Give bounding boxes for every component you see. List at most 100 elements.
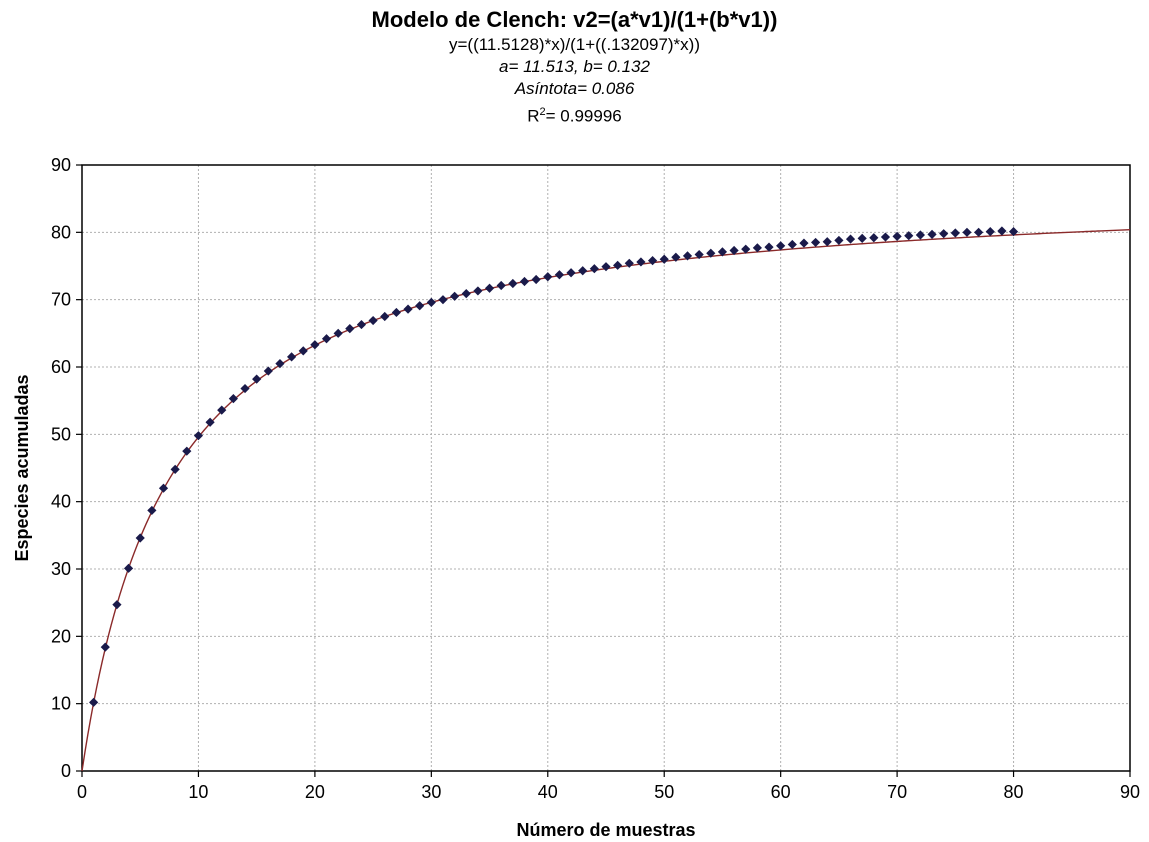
plot-frame (81, 164, 1131, 772)
data-point (682, 251, 693, 261)
data-point (123, 563, 134, 573)
y-tick-label: 90 (51, 155, 71, 175)
data-point (997, 226, 1007, 236)
x-tick-label: 60 (771, 782, 791, 802)
data-point (310, 340, 320, 350)
x-tick-label: 80 (1004, 782, 1024, 802)
data-point (985, 227, 995, 237)
data-point (962, 227, 972, 237)
data-point (811, 237, 821, 248)
data-point (927, 229, 937, 239)
chart-titles: Modelo de Clench: v2=(a*v1)/(1+(b*v1)) y… (0, 6, 1149, 129)
data-point (892, 231, 902, 241)
x-tick-label: 30 (421, 782, 441, 802)
y-axis-label: Especies acumuladas (12, 374, 32, 561)
x-tick-label: 20 (305, 782, 325, 802)
data-point (193, 431, 204, 441)
x-tick-label: 90 (1120, 782, 1140, 802)
data-point (287, 352, 297, 362)
chart-asymptote: Asíntota= 0.086 (514, 79, 635, 98)
data-point (217, 405, 227, 415)
chart-title: Modelo de Clench: v2=(a*v1)/(1+(b*v1)) (371, 7, 778, 32)
data-point (252, 374, 262, 384)
data-point (89, 697, 99, 707)
data-point (403, 304, 413, 314)
data-point (776, 241, 786, 251)
data-point (205, 417, 215, 427)
data-point (904, 231, 914, 241)
data-point (368, 315, 378, 326)
y-tick-label: 30 (51, 559, 71, 579)
data-point (345, 324, 355, 334)
data-point (415, 301, 425, 311)
data-point (496, 280, 506, 291)
fit-curve (81, 228, 1131, 772)
r2-prefix: R (527, 106, 540, 126)
y-tick-label: 0 (61, 761, 71, 781)
x-tick-label: 70 (887, 782, 907, 802)
data-point (275, 359, 285, 369)
data-point (613, 260, 623, 270)
data-point (752, 243, 762, 253)
x-axis-label: Número de muestras (516, 820, 695, 840)
data-point (240, 383, 250, 394)
data-point (543, 272, 553, 282)
y-tick-label: 70 (51, 290, 71, 310)
data-point (438, 295, 448, 305)
r2-value: = 0.99996 (545, 106, 622, 126)
data-point (764, 242, 774, 252)
data-point (135, 533, 145, 543)
grid-layer (82, 165, 1130, 771)
data-point (729, 245, 739, 256)
data-point (450, 291, 460, 301)
data-point (799, 238, 809, 248)
x-tick-label: 40 (538, 782, 558, 802)
data-point (228, 394, 238, 404)
data-point (380, 311, 390, 322)
data-point (1008, 227, 1019, 237)
data-point (508, 278, 518, 289)
data-point (822, 237, 832, 247)
data-point (706, 248, 716, 258)
y-tick-label: 50 (51, 424, 71, 444)
data-point (787, 239, 797, 250)
y-tick-label: 60 (51, 357, 71, 377)
data-point (939, 229, 949, 239)
data-point (356, 319, 367, 330)
data-point (834, 235, 844, 246)
data-point (636, 257, 646, 267)
chart-r2: R2= 0.99996 (0, 100, 1149, 129)
data-point (880, 232, 891, 242)
data-point (170, 464, 180, 474)
y-tick-label: 10 (51, 694, 71, 714)
data-point (741, 244, 751, 254)
data-point (566, 268, 576, 278)
y-tick-label: 40 (51, 492, 71, 512)
data-point (321, 334, 332, 344)
data-point (554, 270, 565, 280)
y-tick-label: 80 (51, 222, 71, 242)
data-point (473, 286, 483, 296)
data-point (694, 249, 704, 260)
data-point (519, 276, 530, 287)
data-point (915, 230, 925, 240)
data-point (461, 289, 471, 299)
point-layer (89, 226, 1019, 707)
data-point (531, 274, 541, 285)
data-point (100, 642, 110, 652)
data-point (601, 262, 611, 272)
data-point (950, 228, 960, 238)
r2-sup: 2 (539, 106, 546, 118)
data-point (869, 233, 879, 243)
data-point (857, 233, 867, 243)
x-tick-label: 50 (654, 782, 674, 802)
data-point (298, 346, 308, 356)
tick-layer: 0 10 20 30 40 50 60 70 80 90 0 10 20 30 40 50 60 70 80 90 (51, 155, 1140, 802)
data-point (112, 600, 122, 610)
data-point (484, 283, 495, 293)
data-point (333, 328, 343, 338)
data-point (624, 258, 634, 268)
data-point (717, 247, 728, 257)
x-tick-label: 10 (188, 782, 208, 802)
